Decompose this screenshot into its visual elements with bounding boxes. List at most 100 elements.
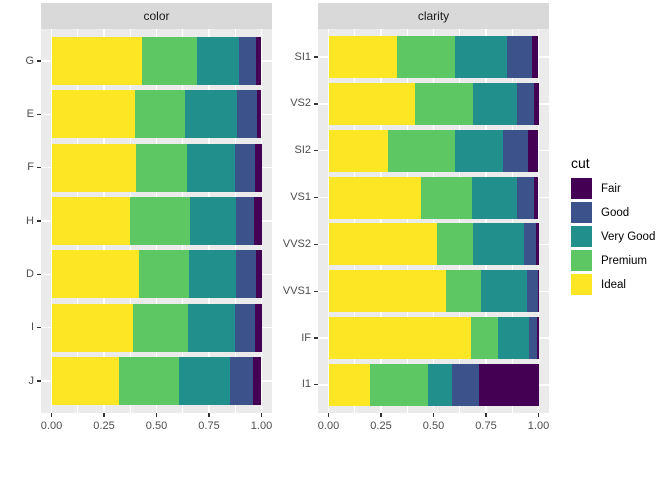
y-axis-tick bbox=[313, 150, 318, 152]
x-axis-tick bbox=[208, 413, 210, 417]
legend-entries: Fair Good Very Good Premium Ideal bbox=[571, 178, 655, 295]
bar-segment-ideal bbox=[51, 143, 136, 192]
y-axis-label: G bbox=[25, 54, 34, 67]
bar-segment-good bbox=[235, 250, 257, 299]
gridline-major bbox=[537, 29, 540, 413]
bar-segment-ideal bbox=[51, 250, 140, 299]
legend-entry: Very Good bbox=[571, 226, 655, 247]
gridline-minor bbox=[354, 29, 356, 413]
bar-segment-fair bbox=[255, 37, 262, 85]
x-axis-tick bbox=[485, 413, 487, 417]
x-axis-tick bbox=[155, 413, 158, 417]
bar-segment-good bbox=[451, 363, 479, 406]
x-axis-tick bbox=[327, 413, 330, 417]
bar-IF bbox=[328, 317, 539, 360]
bar-SI2 bbox=[328, 129, 539, 172]
x-axis-label: 0.75 bbox=[198, 420, 220, 432]
bar-segment-fair bbox=[252, 357, 262, 405]
bar-segment-very-good bbox=[189, 197, 237, 245]
y-axis-label: J bbox=[28, 374, 35, 387]
facet-strip-color: color bbox=[41, 3, 272, 29]
x-axis-label: 0.50 bbox=[145, 420, 168, 432]
x-axis-tick bbox=[103, 413, 105, 417]
y-axis-label: SI1 bbox=[294, 50, 311, 63]
bar-segment-ideal bbox=[328, 36, 398, 79]
bar-segment-very-good bbox=[472, 223, 524, 266]
bar-segment-ideal bbox=[51, 197, 131, 245]
bar-H bbox=[51, 197, 262, 245]
legend-label: Premium bbox=[601, 254, 648, 267]
y-axis-label: VS1 bbox=[290, 191, 311, 204]
legend-cut: cut Fair Good Very Good Premium Ideal bbox=[571, 155, 655, 298]
bar-segment-very-good bbox=[455, 129, 504, 172]
y-axis-label: E bbox=[26, 107, 34, 120]
y-axis-tick bbox=[36, 167, 41, 169]
bar-segment-ideal bbox=[51, 37, 143, 85]
bar-segment-good bbox=[236, 90, 257, 139]
x-axis-label: 1.00 bbox=[527, 420, 550, 432]
x-axis-label: 0.00 bbox=[40, 420, 63, 432]
bar-VVS1 bbox=[328, 270, 539, 313]
bar-segment-premium bbox=[397, 36, 455, 79]
bar-segment-good bbox=[517, 82, 535, 125]
bar-segment-good bbox=[526, 270, 538, 313]
y-axis-tick bbox=[36, 60, 41, 62]
y-axis-label: I bbox=[30, 321, 34, 334]
gridline-minor bbox=[406, 29, 408, 413]
bar-segment-premium bbox=[415, 82, 473, 125]
bar-I1 bbox=[328, 363, 539, 406]
gridline-major bbox=[327, 29, 330, 413]
y-axis-tick bbox=[36, 113, 41, 115]
x-axis-label: 1.00 bbox=[250, 420, 273, 432]
bar-segment-very-good bbox=[187, 303, 235, 352]
bar-segment-very-good bbox=[189, 250, 236, 299]
legend-key-good bbox=[571, 202, 592, 223]
bar-I bbox=[51, 303, 262, 352]
bar-segment-fair bbox=[256, 90, 262, 139]
y-axis-tick bbox=[313, 243, 318, 245]
y-axis-label: IF bbox=[301, 331, 311, 344]
bar-J bbox=[51, 357, 262, 405]
legend-key-premium bbox=[571, 250, 592, 271]
bar-segment-fair bbox=[256, 250, 262, 299]
y-axis-label: F bbox=[27, 161, 34, 174]
legend-label: Very Good bbox=[601, 230, 656, 243]
bar-segment-premium bbox=[436, 223, 473, 266]
bar-segment-good bbox=[234, 303, 255, 352]
bar-segment-premium bbox=[118, 357, 179, 405]
gridline-major bbox=[432, 29, 435, 413]
bar-segment-good bbox=[523, 223, 536, 266]
legend-label: Ideal bbox=[601, 278, 626, 291]
x-axis-label: 0.00 bbox=[317, 420, 340, 432]
gridline-minor bbox=[459, 29, 461, 413]
bar-segment-fair bbox=[534, 176, 539, 219]
bar-G bbox=[51, 37, 262, 85]
bar-segment-fair bbox=[534, 82, 539, 125]
bar-D bbox=[51, 250, 262, 299]
bar-segment-fair bbox=[531, 36, 539, 79]
legend-label: Good bbox=[601, 206, 630, 219]
y-axis-label: I1 bbox=[301, 378, 311, 391]
bar-segment-premium bbox=[139, 250, 190, 299]
bar-segment-premium bbox=[369, 363, 428, 406]
y-axis-tick bbox=[313, 196, 318, 199]
bar-segment-ideal bbox=[51, 303, 133, 352]
x-axis-tick bbox=[537, 413, 540, 417]
y-axis-tick bbox=[313, 290, 318, 292]
bar-segment-premium bbox=[135, 143, 187, 192]
bar-segment-good bbox=[529, 317, 538, 360]
gridline-major bbox=[485, 29, 487, 413]
bar-segment-ideal bbox=[328, 223, 437, 266]
bar-segment-premium bbox=[387, 129, 456, 172]
y-axis-tick bbox=[313, 384, 318, 386]
legend-entry: Premium bbox=[571, 250, 655, 271]
bar-VS2 bbox=[328, 82, 539, 125]
x-axis-label: 0.50 bbox=[422, 420, 445, 432]
x-axis-tick bbox=[432, 413, 435, 417]
bar-segment-good bbox=[239, 37, 256, 85]
bar-VVS2 bbox=[328, 223, 539, 266]
bar-segment-fair bbox=[254, 303, 262, 352]
panel-color bbox=[41, 29, 272, 413]
bar-segment-premium bbox=[135, 90, 186, 139]
bar-segment-good bbox=[503, 129, 528, 172]
